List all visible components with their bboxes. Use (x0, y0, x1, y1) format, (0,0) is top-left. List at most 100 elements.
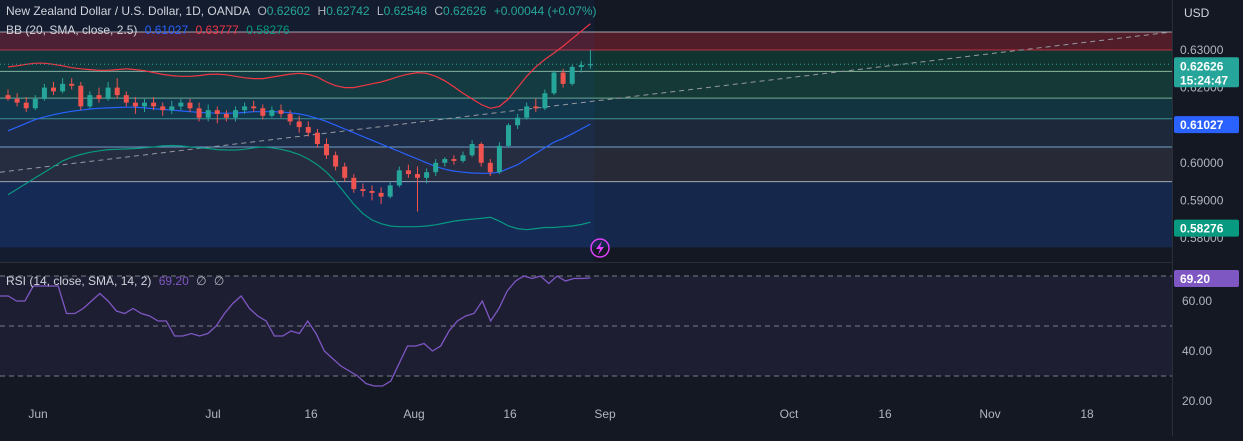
candle[interactable] (314, 128, 320, 148)
candle[interactable] (242, 102, 248, 114)
candle[interactable] (269, 106, 275, 118)
candle[interactable] (551, 70, 557, 96)
rsi-tick-label: 40.00 (1182, 344, 1212, 358)
candle-body (369, 191, 375, 193)
candle[interactable] (160, 102, 166, 116)
candle[interactable] (69, 78, 75, 90)
candle[interactable] (333, 151, 339, 171)
candle[interactable] (442, 157, 448, 167)
candle-body (587, 64, 593, 66)
candle-body (96, 95, 102, 99)
candle[interactable] (96, 87, 102, 103)
bb-legend[interactable]: BB (20, SMA, close, 2.5) 0.61027 0.63777… (6, 23, 294, 37)
candle[interactable] (351, 174, 357, 193)
candle[interactable] (60, 78, 66, 94)
candle-body (578, 65, 584, 67)
price-change: +0.00044 (+0.07%) (493, 4, 597, 18)
candle-body (105, 87, 111, 99)
trendline[interactable] (0, 31, 1173, 173)
candle[interactable] (205, 104, 211, 122)
candle[interactable] (378, 187, 384, 205)
candle[interactable] (41, 83, 47, 101)
candle-body (305, 127, 311, 133)
bb-lower-badge: 0.58276 (1174, 219, 1239, 237)
candle[interactable] (123, 91, 129, 107)
candle[interactable] (260, 104, 266, 120)
candle-body (5, 95, 11, 99)
candle-body (51, 87, 56, 92)
candle[interactable] (223, 110, 229, 122)
candle[interactable] (32, 95, 38, 111)
candle-body (14, 98, 20, 103)
candle[interactable] (151, 97, 157, 111)
candle[interactable] (324, 138, 329, 160)
candle[interactable] (451, 155, 457, 165)
candle[interactable] (278, 104, 284, 118)
time-axis[interactable] (0, 401, 1172, 436)
candle[interactable] (415, 166, 420, 212)
candle[interactable] (305, 121, 311, 137)
candle[interactable] (23, 97, 29, 113)
candle[interactable] (287, 110, 293, 126)
zone-green (0, 50, 1172, 72)
candle[interactable] (5, 89, 11, 101)
candle-body (114, 87, 120, 96)
candle[interactable] (533, 98, 539, 113)
candle-body (187, 102, 193, 109)
candle[interactable] (360, 183, 366, 197)
candle[interactable] (469, 140, 475, 158)
candle[interactable] (396, 166, 402, 188)
candle-body (487, 162, 493, 173)
candle-body (569, 66, 575, 84)
candle[interactable] (542, 89, 548, 111)
candle-body (41, 87, 47, 99)
candle-body (560, 72, 566, 84)
bb-upper-line (7, 23, 591, 109)
bb-lower-line (7, 144, 591, 231)
candle[interactable] (214, 106, 220, 124)
candle[interactable] (569, 65, 575, 86)
candle[interactable] (387, 181, 393, 199)
candle[interactable] (587, 50, 593, 69)
price-tick-label: 0.63000 (1180, 43, 1224, 57)
candle[interactable] (369, 185, 375, 201)
candle[interactable] (105, 81, 111, 101)
candle[interactable] (296, 115, 302, 133)
candle[interactable] (14, 93, 20, 107)
candle[interactable] (433, 159, 439, 176)
candle[interactable] (178, 98, 184, 111)
candle[interactable] (578, 61, 584, 73)
candle-body (478, 144, 484, 163)
candle[interactable] (460, 151, 466, 163)
candle[interactable] (515, 113, 521, 129)
candle[interactable] (506, 123, 511, 148)
candle[interactable] (342, 162, 348, 182)
lightning-icon[interactable] (590, 238, 610, 258)
candle[interactable] (51, 81, 56, 96)
candle[interactable] (233, 106, 238, 122)
rsi-legend[interactable]: RSI (14, close, SMA, 14, 2) 69.20 ∅ ∅ (6, 274, 228, 288)
candle[interactable] (524, 102, 530, 120)
candle[interactable] (114, 78, 120, 99)
candle[interactable] (560, 68, 566, 88)
candle[interactable] (196, 102, 202, 122)
rsi-value-badge-bg (1174, 270, 1239, 287)
candle[interactable] (87, 91, 93, 109)
bb-lower-value: 0.58276 (246, 23, 290, 37)
candle[interactable] (169, 100, 175, 114)
candle[interactable] (424, 168, 430, 184)
time-tick-label: 16 (503, 407, 517, 421)
candle[interactable] (142, 98, 147, 113)
candle[interactable] (251, 100, 257, 113)
candle[interactable] (132, 97, 138, 114)
candle-body (451, 159, 457, 161)
candle[interactable] (187, 98, 193, 113)
candle-body (460, 155, 466, 161)
candle[interactable] (478, 142, 484, 167)
candle[interactable] (78, 81, 84, 111)
candle[interactable] (487, 159, 493, 176)
candle[interactable] (496, 142, 502, 175)
candle[interactable] (405, 164, 411, 178)
